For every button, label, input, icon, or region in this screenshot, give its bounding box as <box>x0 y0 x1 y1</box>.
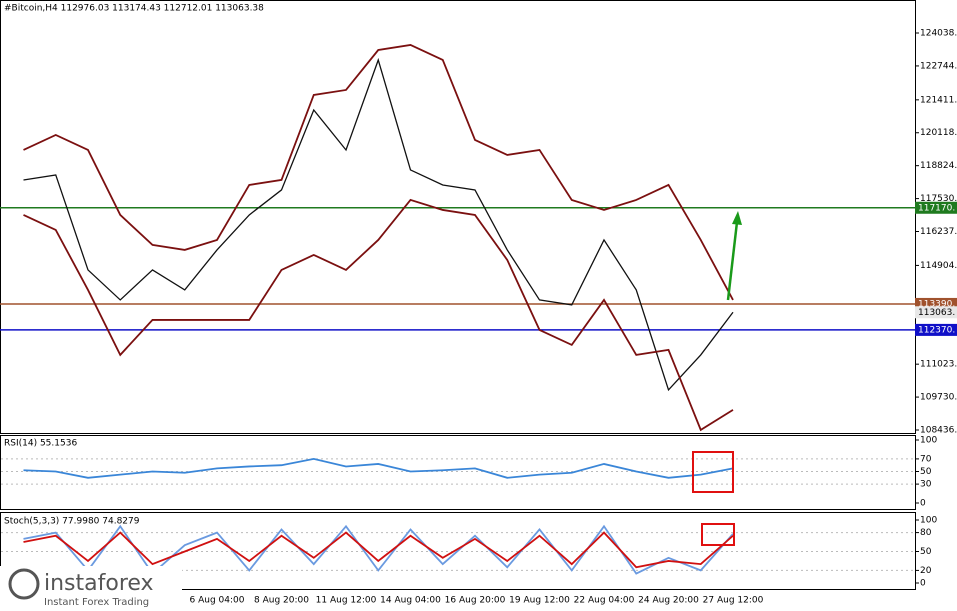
y-tick-label: 30 <box>920 480 932 490</box>
y-tick-label: 0 <box>920 499 926 509</box>
level-label: 117170. <box>918 203 955 213</box>
rsi-title: RSI(14) 55.1536 <box>4 439 77 449</box>
x-tick-label: 24 Aug 20:00 <box>638 596 699 606</box>
x-tick-label: 27 Aug 12:00 <box>703 596 764 606</box>
x-tick-label: 19 Aug 12:00 <box>509 596 570 606</box>
y-tick-label: 118824. <box>920 161 957 171</box>
y-tick-label: 120118. <box>920 128 957 138</box>
y-tick-label: 50 <box>920 547 932 557</box>
y-tick-label: 70 <box>920 454 932 464</box>
logo-text: instaforex <box>44 571 154 596</box>
y-tick-label: 20 <box>920 566 932 576</box>
series-line <box>23 524 734 575</box>
y-tick-label: 122744. <box>920 61 957 71</box>
chart-title: #Bitcoin,H4 112976.03 113174.43 112712.0… <box>4 4 264 14</box>
x-tick-label: 22 Aug 04:00 <box>574 596 635 606</box>
series-line <box>23 531 734 569</box>
y-tick-label: 100 <box>920 516 937 526</box>
level-tag <box>915 323 957 336</box>
y-tick-label: 100 <box>920 436 937 446</box>
x-tick-label: 6 Aug 04:00 <box>190 596 245 606</box>
y-tick-label: 111023. <box>920 360 957 370</box>
series-line <box>23 57 734 392</box>
rsi-panel <box>0 435 916 510</box>
last-price-label: 113063. <box>918 308 955 318</box>
watermark-bg <box>0 566 182 611</box>
highlight-box <box>692 451 734 493</box>
level-tag <box>915 201 957 214</box>
main-panel <box>0 0 916 434</box>
series-line <box>23 44 734 301</box>
y-tick-label: 121411. <box>920 95 957 105</box>
x-tick-label: 14 Aug 04:00 <box>380 596 441 606</box>
y-tick-label: 0 <box>920 579 926 589</box>
x-tick-label: 11 Aug 12:00 <box>316 596 377 606</box>
y-tick-label: 114904. <box>920 261 957 271</box>
y-tick-label: 108436. <box>920 425 957 435</box>
highlight-box <box>701 523 735 546</box>
y-tick-label: 117530. <box>920 194 957 204</box>
logo-icon <box>8 568 40 600</box>
y-tick-label: 80 <box>920 528 932 538</box>
arrow <box>726 221 739 301</box>
last-price-tag <box>915 306 957 319</box>
x-tick-label: 16 Aug 20:00 <box>445 596 506 606</box>
y-tick-label: 124038. <box>920 29 957 39</box>
x-tick-label: 8 Aug 20:00 <box>254 596 309 606</box>
y-tick-label: 50 <box>920 467 932 477</box>
logo-tagline: Instant Forex Trading <box>44 597 149 608</box>
level-label: 112370. <box>918 325 955 335</box>
y-tick-label: 109730. <box>920 393 957 403</box>
series-line <box>23 457 734 479</box>
stoch-title: Stoch(5,3,3) 77.9980 74.8279 <box>4 517 140 527</box>
y-tick-label: 116237. <box>920 227 957 237</box>
level-label: 113390. <box>918 299 955 309</box>
arrow-head <box>732 211 742 225</box>
series-line <box>23 198 734 432</box>
